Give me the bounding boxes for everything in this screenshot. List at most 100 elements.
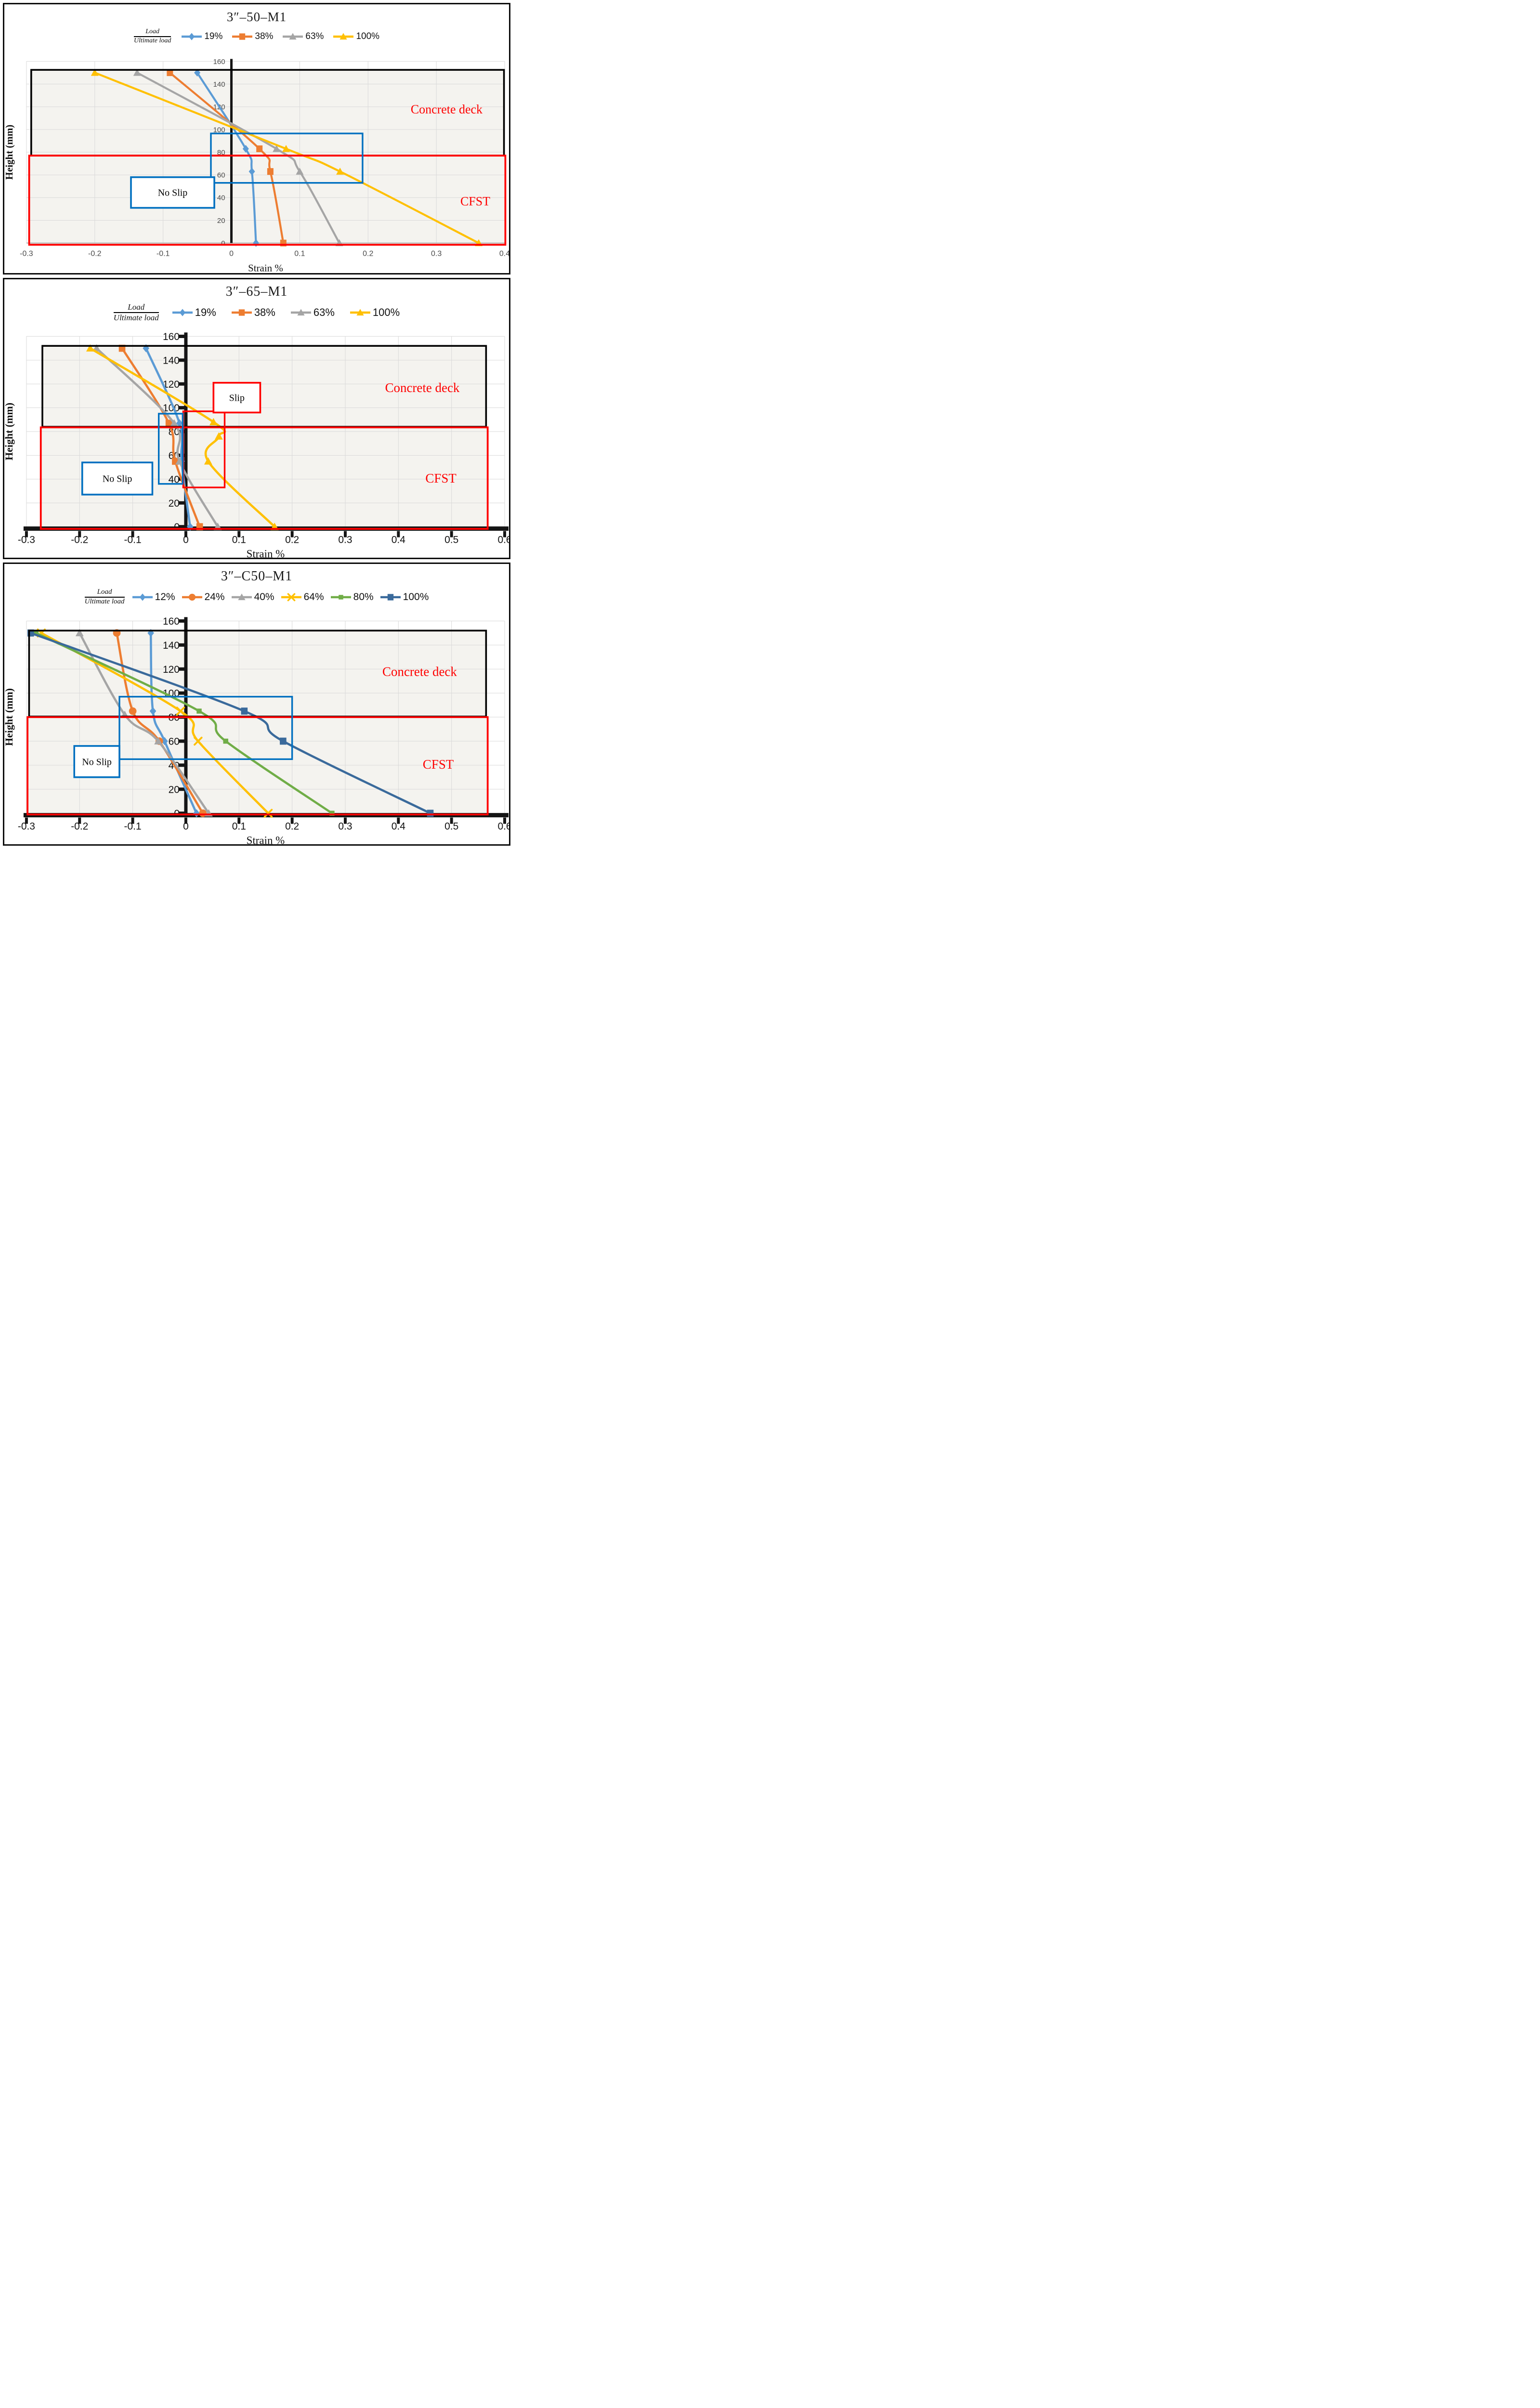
region-label: Concrete deck — [382, 665, 457, 679]
y-tick-label: 60 — [217, 171, 225, 180]
legend-item-label: 24% — [204, 591, 225, 602]
x-tick-label: 0.2 — [363, 250, 373, 258]
annotation-region-box — [210, 132, 364, 184]
y-tick-label: 160 — [163, 331, 180, 342]
x-tick-label: -0.1 — [124, 535, 142, 546]
circle-legend-marker-icon — [182, 593, 202, 601]
x-tick-label: -0.2 — [71, 535, 88, 546]
x-tick-label: 0.1 — [232, 821, 246, 832]
region-fill-concrete-deck — [42, 346, 486, 427]
legend-item-label: 19% — [195, 306, 216, 318]
series-12% — [147, 628, 200, 818]
chart-title: 3″–50–M1 — [226, 10, 287, 24]
x-axis-title: Strain % — [248, 262, 283, 273]
square-legend-marker-icon — [231, 309, 252, 316]
x-tick-label: 0.5 — [444, 535, 458, 546]
legend-ratio-denominator: Ultimate load — [113, 313, 159, 322]
legend-ratio-label: Load Ultimate load — [133, 28, 171, 44]
x-tick-label: 0.4 — [392, 535, 405, 546]
chart-panel-3-C50-M1: 3″–C50–M1 Load Ultimate load 12% 24% 40% 64… — [3, 563, 510, 846]
y-tick-label: 20 — [169, 784, 180, 795]
chart-title: 3″–C50–M1 — [221, 569, 293, 584]
x-tick-label: -0.3 — [20, 250, 33, 258]
legend-items: 19% 38% 63% 100% — [171, 306, 400, 319]
square-legend-marker-icon — [380, 594, 401, 601]
x-axis-title: Strain % — [247, 835, 285, 844]
x-tick-label: 0.3 — [431, 250, 442, 258]
y-tick-label: 160 — [213, 58, 225, 66]
y-tick-label: 120 — [163, 664, 180, 675]
y-tick-label: 40 — [217, 194, 225, 202]
chart-panel-3-50-M1: 3″–50–M1 Load Ultimate load 19% 38% 63% 100… — [3, 3, 510, 275]
legend-item-38: 38% — [231, 31, 273, 42]
chart-legend: Load Ultimate load 12% 24% 40% 64% 80% 100% — [4, 586, 509, 608]
region-label: CFST — [460, 195, 490, 209]
annotation-label-box: No Slip — [73, 745, 120, 778]
annotation-label-box: Slip — [212, 381, 261, 414]
y-tick-label: 0 — [174, 522, 180, 533]
x-tick-label: -0.2 — [88, 250, 102, 258]
legend-item-100: 100% — [332, 31, 379, 42]
legend-item-24: 24% — [181, 591, 225, 603]
legend-item-63: 63% — [290, 306, 335, 319]
x-axis-title: Strain % — [247, 548, 285, 558]
legend-item-label: 64% — [303, 591, 324, 602]
figure-page: 3″–50–M1 Load Ultimate load 19% 38% 63% 100… — [0, 0, 513, 851]
legend-ratio-numerator: Load — [113, 303, 159, 313]
chart-title: 3″–65–M1 — [225, 284, 288, 299]
legend-item-19: 19% — [171, 306, 216, 319]
legend-ratio-label: Load Ultimate load — [113, 303, 159, 322]
region-border-cfst — [26, 716, 489, 816]
triangle-legend-marker-icon — [350, 309, 370, 316]
y-tick-label: 140 — [213, 80, 225, 89]
x-tick-label: 0 — [183, 535, 189, 546]
diamond-legend-marker-icon — [132, 593, 153, 601]
legend-item-38: 38% — [231, 306, 275, 319]
chart-panel-3-65-M1: 3″–65–M1 Load Ultimate load 19% 38% 63% 100… — [3, 278, 510, 559]
legend-item-64: 64% — [280, 591, 324, 603]
y-tick-label: 20 — [169, 498, 180, 509]
x-tick-label: -0.3 — [18, 821, 35, 832]
x-tick-label: 0.6 — [497, 535, 509, 546]
legend-item-label: 63% — [305, 31, 324, 41]
legend-item-label: 38% — [255, 31, 274, 41]
legend-item-label: 12% — [155, 591, 175, 602]
x-tick-label: 0 — [229, 250, 234, 258]
x-tick-label: 0.1 — [232, 535, 246, 546]
legend-item-label: 100% — [403, 591, 429, 602]
region-label: CFST — [423, 757, 454, 772]
legend-ratio-numerator: Load — [133, 28, 171, 37]
y-tick-label: 60 — [169, 736, 180, 747]
legend-items: 19% 38% 63% 100% — [181, 31, 379, 42]
legend-item-19: 19% — [181, 31, 222, 42]
triangle-legend-marker-icon — [231, 593, 252, 601]
y-tick-label: 160 — [163, 616, 180, 627]
y-axis-title: Height (mm) — [4, 403, 15, 460]
legend-item-label: 63% — [313, 306, 335, 318]
y-tick-label: 20 — [217, 217, 225, 225]
legend-item-label: 38% — [254, 306, 275, 318]
annotation-region-box — [157, 413, 184, 485]
triangle-legend-marker-icon — [333, 33, 354, 40]
x-tick-label: -0.2 — [71, 821, 88, 832]
svg-text:No Slip: No Slip — [103, 474, 132, 484]
x-tick-label: 0.4 — [499, 250, 509, 258]
legend-item-label: 80% — [353, 591, 374, 602]
region-border-cfst — [39, 426, 489, 530]
x-tick-label: 0.3 — [338, 821, 352, 832]
legend-item-label: 100% — [372, 306, 400, 318]
x-tick-label: -0.1 — [157, 250, 170, 258]
x-tick-label: -0.3 — [18, 535, 35, 546]
x-tick-label: 0.6 — [497, 821, 509, 832]
square-small-legend-marker-icon — [330, 595, 351, 600]
x-tick-label: 0.5 — [444, 821, 458, 832]
legend-ratio-numerator: Load — [84, 588, 125, 598]
chart-legend: Load Ultimate load 19% 38% 63% 100% — [4, 301, 509, 324]
x-tick-label: 0.1 — [294, 250, 305, 258]
legend-item-label: 100% — [356, 31, 380, 41]
region-border-cfst — [28, 155, 507, 246]
x-tick-label: 0.3 — [338, 535, 352, 546]
svg-text:No Slip: No Slip — [82, 757, 112, 767]
